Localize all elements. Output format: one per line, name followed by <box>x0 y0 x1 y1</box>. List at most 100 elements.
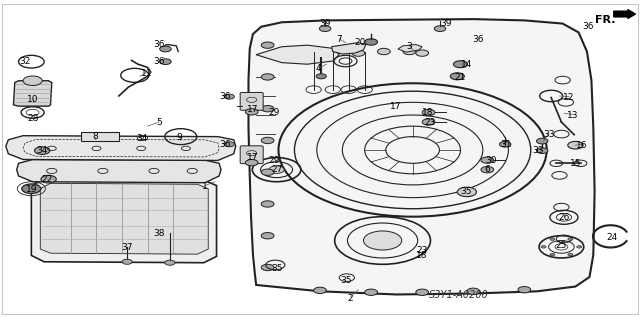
Text: 18: 18 <box>422 108 433 117</box>
Circle shape <box>314 287 326 293</box>
Text: 19: 19 <box>26 185 37 194</box>
Polygon shape <box>6 136 236 160</box>
Circle shape <box>536 148 548 153</box>
Circle shape <box>22 184 41 194</box>
Circle shape <box>435 26 446 32</box>
Circle shape <box>35 147 50 154</box>
Text: 29: 29 <box>268 156 280 165</box>
Text: 39: 39 <box>319 19 331 28</box>
Polygon shape <box>248 19 595 294</box>
Circle shape <box>261 264 274 271</box>
Text: 2: 2 <box>348 294 353 303</box>
Text: 36: 36 <box>154 57 165 66</box>
Text: 14: 14 <box>461 60 472 69</box>
Text: 33: 33 <box>532 146 544 155</box>
Text: 38: 38 <box>154 229 165 238</box>
Text: 36: 36 <box>220 92 231 101</box>
Circle shape <box>245 160 258 166</box>
Circle shape <box>224 94 234 99</box>
Circle shape <box>224 142 234 147</box>
Polygon shape <box>256 45 339 64</box>
Circle shape <box>550 238 555 241</box>
Polygon shape <box>40 183 208 254</box>
Text: 23: 23 <box>417 246 428 255</box>
Bar <box>81 132 119 141</box>
Text: 3: 3 <box>406 42 412 51</box>
Circle shape <box>568 141 583 149</box>
Circle shape <box>41 175 56 183</box>
Text: 24: 24 <box>607 233 618 242</box>
Circle shape <box>261 137 274 144</box>
FancyBboxPatch shape <box>240 146 263 164</box>
Text: 12: 12 <box>563 93 575 102</box>
Circle shape <box>261 74 274 80</box>
Text: 21: 21 <box>455 73 466 82</box>
Text: 5: 5 <box>156 117 162 127</box>
Circle shape <box>568 238 573 241</box>
Polygon shape <box>332 43 366 54</box>
Text: 28: 28 <box>27 114 38 123</box>
Circle shape <box>261 106 274 112</box>
Circle shape <box>481 157 493 163</box>
Circle shape <box>319 26 331 32</box>
Circle shape <box>261 169 274 175</box>
Text: 36: 36 <box>582 22 594 31</box>
Text: 35: 35 <box>340 276 351 285</box>
Text: 36: 36 <box>154 40 165 49</box>
Circle shape <box>365 289 378 295</box>
Circle shape <box>568 253 573 256</box>
Circle shape <box>454 61 467 68</box>
Polygon shape <box>31 179 216 263</box>
Text: 7: 7 <box>336 35 342 44</box>
Text: 26: 26 <box>558 213 570 222</box>
Text: 33: 33 <box>543 130 554 139</box>
Text: 36: 36 <box>472 35 484 44</box>
Circle shape <box>541 246 546 248</box>
Circle shape <box>245 109 258 115</box>
Circle shape <box>261 42 274 48</box>
Text: 39: 39 <box>441 19 452 28</box>
FancyArrow shape <box>614 10 636 19</box>
Text: 36: 36 <box>220 140 231 149</box>
Text: 32: 32 <box>19 57 31 66</box>
Circle shape <box>422 109 435 116</box>
Text: 17: 17 <box>247 105 259 114</box>
Text: 13: 13 <box>567 111 579 120</box>
Circle shape <box>261 233 274 239</box>
Polygon shape <box>13 81 52 106</box>
Text: 37: 37 <box>122 243 133 252</box>
Circle shape <box>422 119 435 125</box>
Circle shape <box>316 74 326 79</box>
Circle shape <box>378 48 390 55</box>
Circle shape <box>467 288 479 294</box>
Text: 29: 29 <box>268 108 280 117</box>
Polygon shape <box>17 160 221 183</box>
Polygon shape <box>398 45 422 52</box>
Circle shape <box>458 187 476 197</box>
Circle shape <box>481 167 493 173</box>
Text: 10: 10 <box>27 95 38 104</box>
Text: 4: 4 <box>316 64 321 73</box>
Circle shape <box>416 50 429 56</box>
Circle shape <box>352 50 365 56</box>
FancyBboxPatch shape <box>240 93 263 110</box>
Text: 17: 17 <box>247 153 259 162</box>
Text: 17: 17 <box>390 102 401 111</box>
Circle shape <box>518 286 531 293</box>
Circle shape <box>23 76 42 85</box>
Circle shape <box>365 39 378 45</box>
Circle shape <box>416 289 429 295</box>
Text: S3Y1-A0200: S3Y1-A0200 <box>429 290 489 300</box>
Circle shape <box>550 253 555 256</box>
Text: 15: 15 <box>570 159 581 168</box>
Text: 30: 30 <box>485 156 497 165</box>
Text: 27: 27 <box>271 165 282 174</box>
Text: 9: 9 <box>177 133 182 142</box>
Text: 6: 6 <box>484 165 490 174</box>
Text: 8: 8 <box>92 132 98 141</box>
Circle shape <box>403 48 416 55</box>
Circle shape <box>122 259 132 264</box>
Circle shape <box>261 201 274 207</box>
Text: 23: 23 <box>424 117 436 127</box>
Circle shape <box>160 46 172 52</box>
